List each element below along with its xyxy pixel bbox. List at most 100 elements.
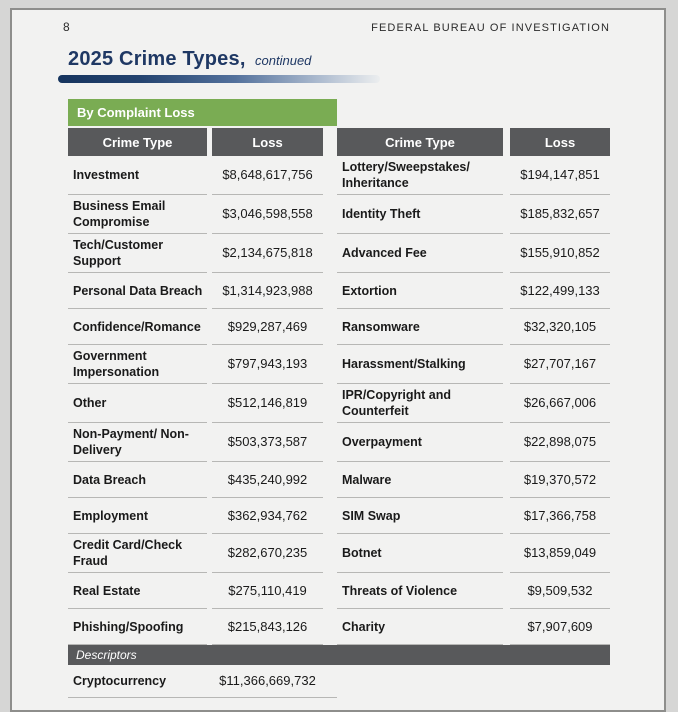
- table-row-cryptocurrency: Cryptocurrency $11,366,669,732: [68, 665, 610, 698]
- column-gap: [503, 534, 510, 573]
- loss-cell: $185,832,657: [510, 195, 610, 234]
- column-gap: [503, 234, 510, 273]
- table-header-row: Crime Type Loss Crime Type Loss: [68, 128, 610, 156]
- table-row: Confidence/Romance $929,287,469 Ransomwa…: [68, 309, 610, 345]
- loss-cell: $282,670,235: [212, 534, 323, 573]
- column-gap: [323, 384, 337, 423]
- column-gap: [323, 665, 337, 698]
- column-gap: [323, 273, 337, 309]
- crime-type-cell: Real Estate: [68, 573, 207, 609]
- crime-type-cell: Botnet: [337, 534, 503, 573]
- title-row: 2025 Crime Types, continued: [68, 48, 664, 72]
- loss-cell: $362,934,762: [212, 498, 323, 534]
- section-header-by-complaint-loss: By Complaint Loss: [68, 99, 337, 126]
- column-gap: [503, 462, 510, 498]
- loss-cell: $512,146,819: [212, 384, 323, 423]
- loss-cell: $26,667,006: [510, 384, 610, 423]
- loss-cell: $1,314,923,988: [212, 273, 323, 309]
- loss-cell: $8,648,617,756: [212, 156, 323, 195]
- bureau-header: FEDERAL BUREAU OF INVESTIGATION: [371, 22, 610, 34]
- column-gap: [503, 156, 510, 195]
- page-title-suffix: continued: [255, 53, 312, 68]
- table-row: Non-Payment/ Non-Delivery $503,373,587 O…: [68, 423, 610, 462]
- crime-type-cell: Non-Payment/ Non-Delivery: [68, 423, 207, 462]
- column-gap: [503, 273, 510, 309]
- column-gap: [503, 423, 510, 462]
- loss-cell: $32,320,105: [510, 309, 610, 345]
- loss-cell: $122,499,133: [510, 273, 610, 309]
- column-gap: [503, 384, 510, 423]
- crime-type-cell: Credit Card/Check Fraud: [68, 534, 207, 573]
- column-gap: [503, 128, 510, 156]
- column-gap: [503, 665, 510, 698]
- loss-cell: $275,110,419: [212, 573, 323, 609]
- column-gap: [323, 345, 337, 384]
- crime-type-cell: Harassment/Stalking: [337, 345, 503, 384]
- loss-cell: $155,910,852: [510, 234, 610, 273]
- loss-cell: $215,843,126: [212, 609, 323, 645]
- crime-type-cell: Malware: [337, 462, 503, 498]
- loss-cell: $9,509,532: [510, 573, 610, 609]
- loss-cell: $2,134,675,818: [212, 234, 323, 273]
- crime-type-cell: Phishing/Spoofing: [68, 609, 207, 645]
- column-gap: [323, 498, 337, 534]
- crime-type-cell: Employment: [68, 498, 207, 534]
- crime-type-cell: Advanced Fee: [337, 234, 503, 273]
- crime-type-cell: Personal Data Breach: [68, 273, 207, 309]
- column-header-crime-type-left: Crime Type: [68, 128, 207, 156]
- column-gap: [323, 195, 337, 234]
- column-gap: [503, 573, 510, 609]
- loss-cell: $194,147,851: [510, 156, 610, 195]
- column-gap: [323, 609, 337, 645]
- column-gap: [503, 498, 510, 534]
- loss-cell: $435,240,992: [212, 462, 323, 498]
- table-row: Employment $362,934,762 SIM Swap $17,366…: [68, 498, 610, 534]
- loss-cell: $13,859,049: [510, 534, 610, 573]
- loss-cell: $929,287,469: [212, 309, 323, 345]
- table-row: Real Estate $275,110,419 Threats of Viol…: [68, 573, 610, 609]
- loss-cell: $3,046,598,558: [212, 195, 323, 234]
- crime-type-cell: Data Breach: [68, 462, 207, 498]
- empty-cell: [510, 665, 610, 698]
- column-gap: [323, 309, 337, 345]
- loss-cell: $27,707,167: [510, 345, 610, 384]
- crime-type-cell: Identity Theft: [337, 195, 503, 234]
- column-gap: [503, 345, 510, 384]
- table-row: Personal Data Breach $1,314,923,988 Exto…: [68, 273, 610, 309]
- crime-type-cell: Extortion: [337, 273, 503, 309]
- page-number: 8: [63, 20, 70, 34]
- column-gap: [323, 234, 337, 273]
- crime-type-cell: Confidence/Romance: [68, 309, 207, 345]
- column-gap: [323, 156, 337, 195]
- column-gap: [323, 128, 337, 156]
- loss-cell: $503,373,587: [212, 423, 323, 462]
- table-row: Tech/Customer Support $2,134,675,818 Adv…: [68, 234, 610, 273]
- column-gap: [503, 309, 510, 345]
- loss-cell: $797,943,193: [212, 345, 323, 384]
- table-row: Investment $8,648,617,756 Lottery/Sweeps…: [68, 156, 610, 195]
- title-underline-bar: [58, 75, 380, 83]
- loss-cell: $17,366,758: [510, 498, 610, 534]
- column-header-loss-right: Loss: [510, 128, 610, 156]
- column-gap: [323, 462, 337, 498]
- crime-type-cell: Government Impersonation: [68, 345, 207, 384]
- crime-type-cell: Ransomware: [337, 309, 503, 345]
- page-title: 2025 Crime Types,: [68, 48, 246, 70]
- crime-type-cell: Overpayment: [337, 423, 503, 462]
- table-row: Other $512,146,819 IPR/Copyright and Cou…: [68, 384, 610, 423]
- crime-type-cell: IPR/Copyright and Counterfeit: [337, 384, 503, 423]
- document-header: 8 FEDERAL BUREAU OF INVESTIGATION: [63, 20, 610, 34]
- loss-cell: $19,370,572: [510, 462, 610, 498]
- table-row: Phishing/Spoofing $215,843,126 Charity $…: [68, 609, 610, 645]
- loss-cell: $22,898,075: [510, 423, 610, 462]
- column-gap: [323, 573, 337, 609]
- empty-cell: [337, 665, 503, 698]
- crime-type-cell: Threats of Violence: [337, 573, 503, 609]
- loss-cell: $7,907,609: [510, 609, 610, 645]
- table-row: Business Email Compromise $3,046,598,558…: [68, 195, 610, 234]
- descriptors-section-header: Descriptors: [68, 645, 610, 665]
- crime-type-cell: Tech/Customer Support: [68, 234, 207, 273]
- column-gap: [323, 423, 337, 462]
- table-row: Government Impersonation $797,943,193 Ha…: [68, 345, 610, 384]
- table-row: Credit Card/Check Fraud $282,670,235 Bot…: [68, 534, 610, 573]
